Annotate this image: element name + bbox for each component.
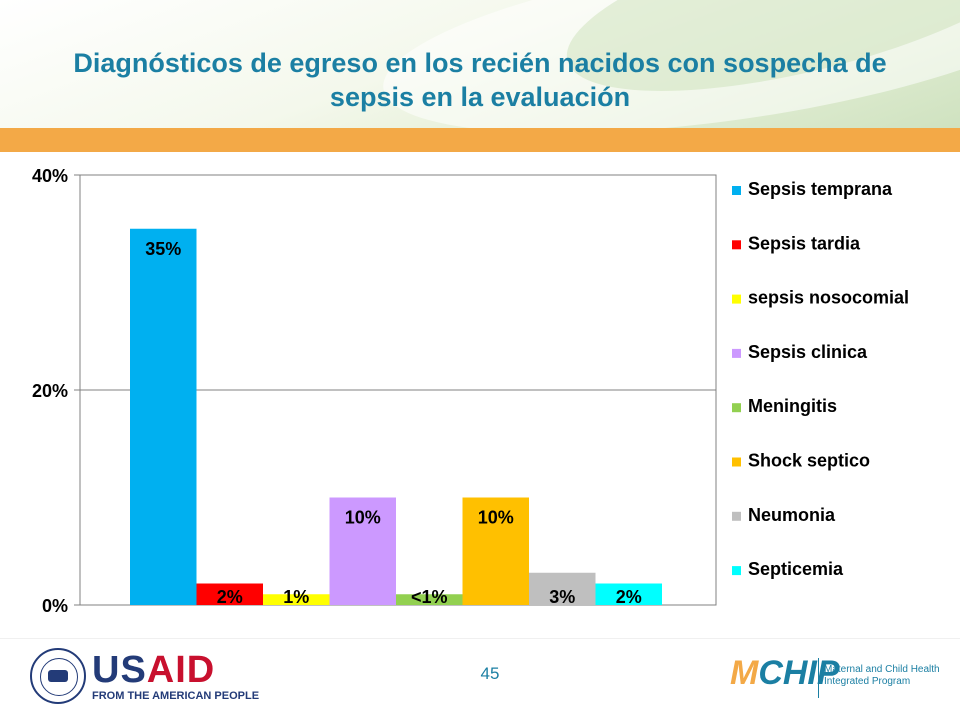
legend-swatch: [732, 511, 741, 521]
legend-entry: Sepsis clinica: [748, 342, 868, 362]
bar: [595, 583, 662, 605]
legend-entry: sepsis nosocomial: [748, 288, 909, 308]
usaid-logo: USAID FROM THE AMERICAN PEOPLE: [30, 648, 259, 704]
mchip-subtitle: Maternal and Child Health Integrated Pro…: [824, 664, 940, 687]
bar: [396, 594, 463, 605]
legend-entry: Shock septico: [748, 451, 870, 471]
legend-entry: Neumonia: [748, 505, 836, 525]
usaid-tagline: FROM THE AMERICAN PEOPLE: [92, 690, 260, 702]
legend-swatch: [732, 294, 741, 304]
y-tick-label: 40%: [32, 166, 68, 186]
data-label: 3%: [549, 587, 575, 607]
bar: [196, 583, 263, 605]
mchip-wordmark: MCHIP: [730, 654, 840, 692]
legend-swatch: [732, 403, 741, 413]
bar: [529, 572, 596, 605]
data-label: 10%: [345, 508, 381, 528]
y-tick-label: 0%: [42, 596, 68, 615]
y-tick-label: 20%: [32, 381, 68, 401]
bar-chart: 0% 20% 40% 35% 2% 1% 10% <1% 10% 3% 2% Sepsis tempr…: [32, 166, 909, 615]
bar: [263, 594, 330, 605]
legend-entry: Septicemia: [748, 559, 844, 579]
legend-swatch: [732, 348, 741, 358]
mchip-divider: [818, 658, 819, 698]
data-label: 1%: [283, 587, 309, 607]
slide-title: Diagnósticos de egreso en los recién nac…: [73, 48, 887, 112]
data-label: 2%: [616, 587, 642, 607]
legend-swatch: [732, 457, 741, 467]
mchip-logo: MCHIP Maternal and Child Health Integrat…: [730, 648, 940, 704]
data-label: 35%: [145, 239, 181, 259]
bar: [130, 228, 197, 605]
footer-divider: [0, 638, 960, 639]
data-label: 10%: [478, 508, 514, 528]
data-label: <1%: [411, 587, 448, 607]
page-number: 45: [480, 664, 500, 683]
bar: [329, 497, 396, 605]
legend-entry: Sepsis tardia: [748, 233, 861, 253]
legend-entry: Sepsis temprana: [748, 179, 893, 199]
legend-swatch: [732, 186, 741, 195]
usaid-seal-icon: [30, 648, 86, 704]
legend-entry: Meningitis: [748, 396, 837, 416]
chart-area: 0% 20% 40% 35% 2% 1% 10% <1% 10% 3% 2% Sepsis tempr…: [10, 157, 930, 615]
header-background: [0, 0, 960, 168]
legend-swatch: [732, 240, 741, 250]
legend-swatch: [732, 566, 741, 576]
data-label: 2%: [217, 587, 243, 607]
usaid-wordmark: USAID: [92, 649, 216, 691]
bar: [462, 497, 529, 605]
title-underline-band: [0, 128, 960, 152]
